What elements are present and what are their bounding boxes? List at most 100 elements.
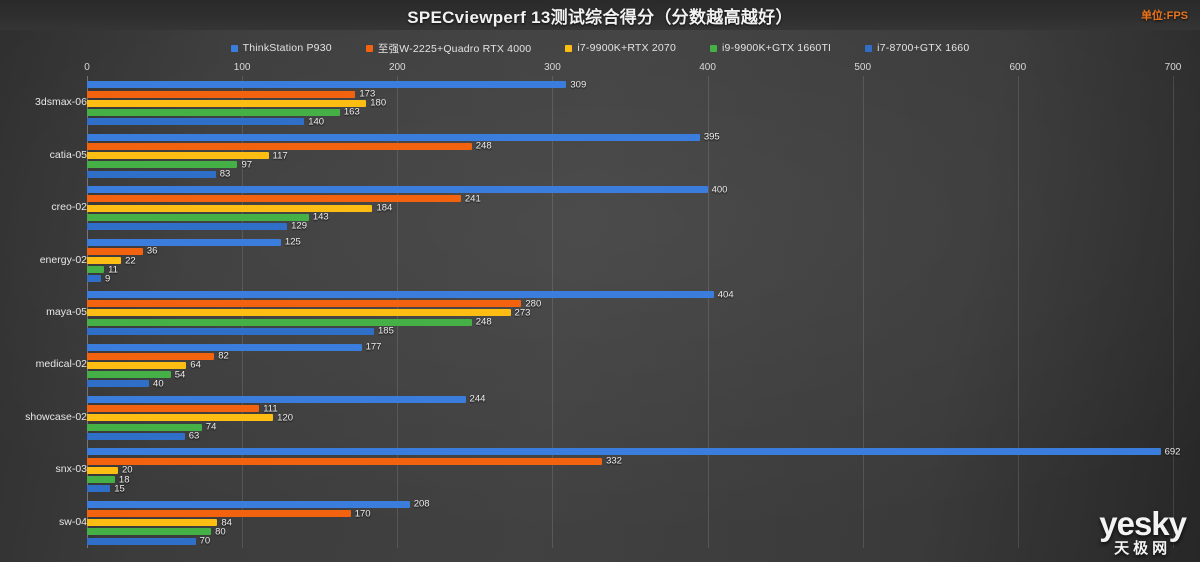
- bar[interactable]: [87, 195, 461, 203]
- bar-value-label: 248: [475, 316, 492, 328]
- bar[interactable]: [87, 142, 472, 150]
- bar-value-label: 184: [376, 202, 393, 214]
- legend-item-label: i7-9900K+RTX 2070: [577, 42, 677, 54]
- bar-value-label: 84: [221, 517, 232, 529]
- bar[interactable]: [87, 537, 196, 545]
- bar-group: showcase-02 244 111 120 74 63: [0, 391, 1200, 443]
- bar[interactable]: [87, 457, 603, 465]
- legend-item-label: i9-9900K+GTX 1660TI: [722, 42, 832, 54]
- chart-bar-groups: 3dsmax-06 309 173 180 163 140 catia-05 395 248 11…: [0, 76, 1200, 548]
- bar[interactable]: [87, 266, 105, 274]
- bar-value-label: 36: [146, 245, 158, 257]
- legend-item-3[interactable]: i9-9900K+GTX 1660TI: [710, 42, 831, 54]
- bar[interactable]: [87, 161, 238, 169]
- bar[interactable]: [87, 152, 269, 160]
- legend-swatch-icon: [565, 44, 573, 52]
- category-label: 3dsmax-06: [35, 96, 87, 109]
- legend-item-2[interactable]: i7-9900K+RTX 2070: [565, 42, 676, 54]
- page-title: SPECviewperf 13测试综合得分（分数越高越好）: [407, 8, 793, 27]
- bar[interactable]: [87, 318, 472, 326]
- bar[interactable]: [87, 352, 215, 360]
- bar-row: 40: [87, 378, 1173, 389]
- bar-row: 129: [87, 221, 1173, 232]
- bar-value-label: 120: [277, 412, 294, 424]
- bar[interactable]: [87, 133, 700, 141]
- gridline: [552, 76, 554, 548]
- bar[interactable]: [87, 528, 212, 536]
- bar[interactable]: [87, 170, 216, 178]
- bar[interactable]: [87, 108, 340, 116]
- bar[interactable]: [87, 432, 185, 440]
- bar-value-label: 143: [312, 211, 329, 223]
- bar[interactable]: [87, 371, 171, 379]
- bar[interactable]: [87, 448, 1161, 456]
- bar[interactable]: [87, 300, 522, 308]
- gridline: [707, 76, 709, 548]
- bar-value-label: 309: [570, 79, 587, 91]
- bar[interactable]: [87, 222, 288, 230]
- bar-row: 309: [87, 79, 1173, 91]
- category-label: catia-05: [49, 148, 87, 161]
- legend-item-1[interactable]: 至强W-2225+Quadro RTX 4000: [365, 41, 532, 56]
- bar[interactable]: [87, 485, 111, 493]
- bar-row: 63: [87, 431, 1173, 442]
- bar-row: 692: [87, 446, 1180, 457]
- bar[interactable]: [87, 414, 274, 422]
- bar[interactable]: [87, 186, 708, 194]
- bar[interactable]: [87, 380, 150, 388]
- bar-value-label: 74: [205, 421, 217, 433]
- bar[interactable]: [87, 476, 115, 484]
- bar[interactable]: [87, 90, 356, 98]
- bar[interactable]: [87, 395, 466, 403]
- bar-value-label: 180: [370, 97, 387, 109]
- bar[interactable]: [87, 500, 410, 508]
- bar[interactable]: [87, 405, 260, 413]
- bar[interactable]: [87, 361, 187, 369]
- bar-row: 83: [87, 168, 1173, 179]
- bar[interactable]: [87, 423, 202, 431]
- bar[interactable]: [87, 118, 305, 126]
- bar[interactable]: [87, 466, 119, 474]
- bar-row: 180: [87, 97, 1173, 109]
- legend-item-0[interactable]: ThinkStation P930: [230, 42, 332, 54]
- bar[interactable]: [87, 257, 122, 265]
- bar[interactable]: [87, 213, 309, 221]
- title-bar: [0, 0, 1200, 30]
- bar[interactable]: [87, 309, 511, 317]
- bar-value-label: 97: [241, 159, 253, 171]
- bar-row: 404: [87, 289, 1173, 300]
- bar-value-label: 173: [359, 88, 376, 100]
- bar-row: 120: [87, 412, 1173, 424]
- legend-item-label: ThinkStation P930: [242, 42, 332, 54]
- bar-row: 248: [87, 141, 1173, 152]
- bar-row: 97: [87, 159, 1173, 171]
- bar[interactable]: [87, 99, 367, 107]
- bar[interactable]: [87, 343, 362, 351]
- x-tick-label: 100: [233, 62, 251, 73]
- bar-group: energy-02 125 36 22 11 9: [0, 233, 1200, 285]
- bar[interactable]: [87, 519, 218, 527]
- bar[interactable]: [87, 204, 373, 212]
- x-tick-label: 600: [1009, 62, 1027, 73]
- bar-value-label: 208: [413, 498, 430, 510]
- bar-value-label: 177: [365, 341, 382, 353]
- bar[interactable]: [87, 238, 281, 246]
- x-tick-label: 400: [699, 62, 716, 73]
- bar[interactable]: [87, 275, 101, 283]
- bar-value-label: 82: [218, 350, 229, 362]
- bar-value-label: 332: [606, 455, 622, 467]
- bar[interactable]: [87, 510, 351, 518]
- bar-row: 80: [87, 526, 1173, 537]
- bar[interactable]: [87, 81, 567, 89]
- bar-row: 241: [87, 193, 1173, 204]
- legend-item-4[interactable]: i7-8700+GTX 1660: [865, 42, 969, 54]
- bar-row: 208: [87, 498, 1173, 510]
- bar[interactable]: [87, 327, 374, 335]
- bar-row: 84: [87, 517, 1173, 529]
- bar[interactable]: [87, 247, 143, 255]
- bar-row: 248: [87, 316, 1173, 328]
- legend-item-label: 至强W-2225+Quadro RTX 4000: [377, 42, 532, 55]
- bar[interactable]: [87, 291, 714, 299]
- bar-row: 18: [87, 474, 1173, 485]
- bar-value-label: 244: [469, 393, 486, 405]
